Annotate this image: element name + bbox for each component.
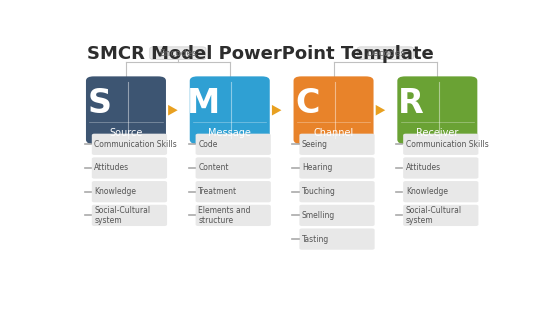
Text: Elements and
structure: Elements and structure xyxy=(198,206,251,225)
FancyBboxPatch shape xyxy=(196,205,271,226)
FancyBboxPatch shape xyxy=(300,181,374,202)
Text: Social-Cultural
system: Social-Cultural system xyxy=(406,206,462,225)
FancyBboxPatch shape xyxy=(294,76,373,144)
FancyBboxPatch shape xyxy=(196,157,271,179)
FancyBboxPatch shape xyxy=(300,134,374,155)
FancyBboxPatch shape xyxy=(92,205,167,226)
Text: Seeing: Seeing xyxy=(302,140,328,149)
FancyBboxPatch shape xyxy=(357,47,413,59)
Text: Channel: Channel xyxy=(314,128,354,138)
FancyBboxPatch shape xyxy=(300,229,374,250)
FancyBboxPatch shape xyxy=(403,205,478,226)
FancyBboxPatch shape xyxy=(196,181,271,202)
Text: Touching: Touching xyxy=(302,187,336,196)
FancyBboxPatch shape xyxy=(196,134,271,155)
Text: Treatment: Treatment xyxy=(198,187,237,196)
Text: Hearing: Hearing xyxy=(302,164,333,172)
Text: S: S xyxy=(88,87,112,120)
Text: Attitudes: Attitudes xyxy=(406,164,441,172)
FancyBboxPatch shape xyxy=(403,157,478,179)
Text: Code: Code xyxy=(198,140,218,149)
FancyBboxPatch shape xyxy=(86,76,166,144)
Text: SMCR Model PowerPoint Template: SMCR Model PowerPoint Template xyxy=(87,45,434,63)
Text: Communication Skills: Communication Skills xyxy=(406,140,488,149)
Text: Receiver: Receiver xyxy=(416,128,459,138)
Text: Content: Content xyxy=(198,164,229,172)
Text: Smelling: Smelling xyxy=(302,211,335,220)
FancyBboxPatch shape xyxy=(92,134,167,155)
Text: Message: Message xyxy=(208,128,251,138)
Text: Social-Cultural
system: Social-Cultural system xyxy=(94,206,151,225)
FancyBboxPatch shape xyxy=(92,157,167,179)
FancyBboxPatch shape xyxy=(190,76,270,144)
Polygon shape xyxy=(376,105,385,116)
FancyBboxPatch shape xyxy=(300,157,374,179)
Text: Knowledge: Knowledge xyxy=(406,187,448,196)
Text: Attitudes: Attitudes xyxy=(94,164,129,172)
Text: Decodes: Decodes xyxy=(366,49,405,58)
Text: Communication Skills: Communication Skills xyxy=(94,140,177,149)
FancyBboxPatch shape xyxy=(403,134,478,155)
Text: C: C xyxy=(295,87,320,120)
FancyBboxPatch shape xyxy=(150,47,206,59)
Text: Knowledge: Knowledge xyxy=(94,187,136,196)
Polygon shape xyxy=(272,105,281,116)
Text: Tasting: Tasting xyxy=(302,235,329,244)
Text: R: R xyxy=(398,87,424,120)
FancyBboxPatch shape xyxy=(397,76,477,144)
Text: Source: Source xyxy=(109,128,143,138)
FancyBboxPatch shape xyxy=(300,205,374,226)
Polygon shape xyxy=(168,105,177,116)
FancyBboxPatch shape xyxy=(92,181,167,202)
Text: M: M xyxy=(187,87,220,120)
FancyBboxPatch shape xyxy=(403,181,478,202)
Text: Encodes: Encodes xyxy=(159,49,197,58)
